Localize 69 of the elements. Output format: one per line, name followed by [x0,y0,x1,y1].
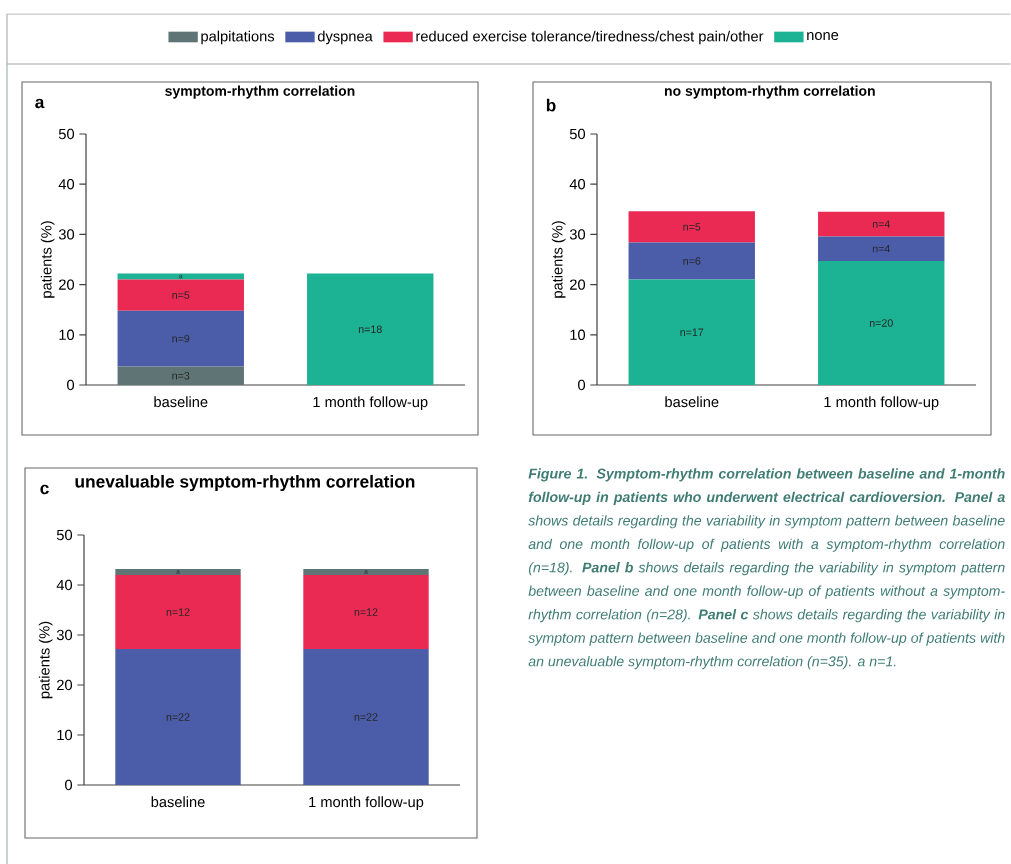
bar [303,574,429,649]
y-axis-title: patients (%) [40,221,55,298]
y-tick-label: 30 [56,629,73,641]
bar [628,242,755,280]
bar [117,366,244,385]
annotation: n=4 [872,245,890,253]
y-tick-label: 10 [59,329,75,340]
y-tick-label: 0 [578,379,586,391]
x-tick-label: baseline [154,396,208,408]
legend-label: none [807,32,839,41]
bar [117,279,244,311]
y-tick-label: 10 [57,729,73,741]
chart-title: unevaluable symptom-rhythm correlation [75,474,415,492]
text: b [546,98,556,112]
bar [115,648,241,785]
text: Figure 1. Symptom-rhythm correlation between baseline and 1-month follow-up in patients who underwent electrical cardioversion. Panel a shows details regarding the variability in symptom pattern between baseline and one month follow-up of patients with a symptom-rhythm correlation (n=18). Panel b shows details regarding the variability in symptom pattern between baseline and one month follow-up of patients without a symptom-rhythm correlation (n=28). Panel c shows details regarding the variability in symptom pattern between baseline and one month follow-up of patients with an unevaluable symptom-rhythm correlation (n=35). a n=1. [528,468,1005,670]
chart-title: symptom-rhythm correlation [165,85,355,99]
bar [628,279,755,385]
y-tick-label: 40 [569,179,586,190]
y-tick-label: 40 [58,179,75,190]
legend-label: reduced exercise tolerance/tiredness/chest pain/other [416,30,764,45]
annotation: n=17 [680,328,704,336]
bar [117,310,244,367]
y-tick-label: 50 [569,128,586,140]
annotation: n=18 [358,325,382,334]
bar [307,273,434,385]
annotation: n=5 [683,223,701,231]
annotation: n=12 [354,608,378,616]
y-axis-title: patients (%) [551,221,566,298]
annotation: n=22 [166,713,190,721]
x-tick-label: baseline [151,796,205,808]
bar [818,236,945,261]
text: c [40,484,49,495]
y-tick-label: 30 [58,229,75,240]
y-tick-label: 0 [65,779,73,791]
y-axis-title: patients (%) [38,621,53,699]
bar [303,648,429,785]
annotation: n=12 [166,608,190,616]
bar [115,568,241,575]
y-tick-label: 10 [570,329,586,340]
bar [628,211,755,243]
bar [115,574,241,649]
annotation: n=6 [683,257,701,265]
y-tick-label: 20 [59,279,75,290]
x-tick-label: 1 month follow-up [313,396,428,411]
y-tick-label: 50 [56,529,73,541]
y-tick-label: 50 [58,128,75,140]
annotation: n=3 [172,371,190,380]
x-tick-label: 1 month follow-up [309,796,424,811]
y-tick-label: 0 [67,379,75,391]
bar [303,568,429,575]
legend-label: palpitations [201,30,275,45]
legend-label: dyspnea [317,30,373,45]
bar [818,261,945,385]
bar [818,211,945,237]
bar [117,273,244,280]
annotation: n=4 [872,220,890,228]
y-tick-label: 20 [57,679,73,691]
x-tick-label: baseline [665,396,719,408]
chart-title: no symptom-rhythm correlation [664,85,875,99]
annotation: n=22 [354,713,378,721]
text: a [35,98,45,109]
annotation: n=5 [172,291,190,299]
y-tick-label: 30 [569,229,586,240]
y-tick-label: 20 [570,279,586,290]
annotation: n=20 [869,319,893,327]
x-tick-label: 1 month follow-up [824,396,939,411]
y-tick-label: 40 [56,579,73,591]
annotation: n=9 [172,334,190,343]
